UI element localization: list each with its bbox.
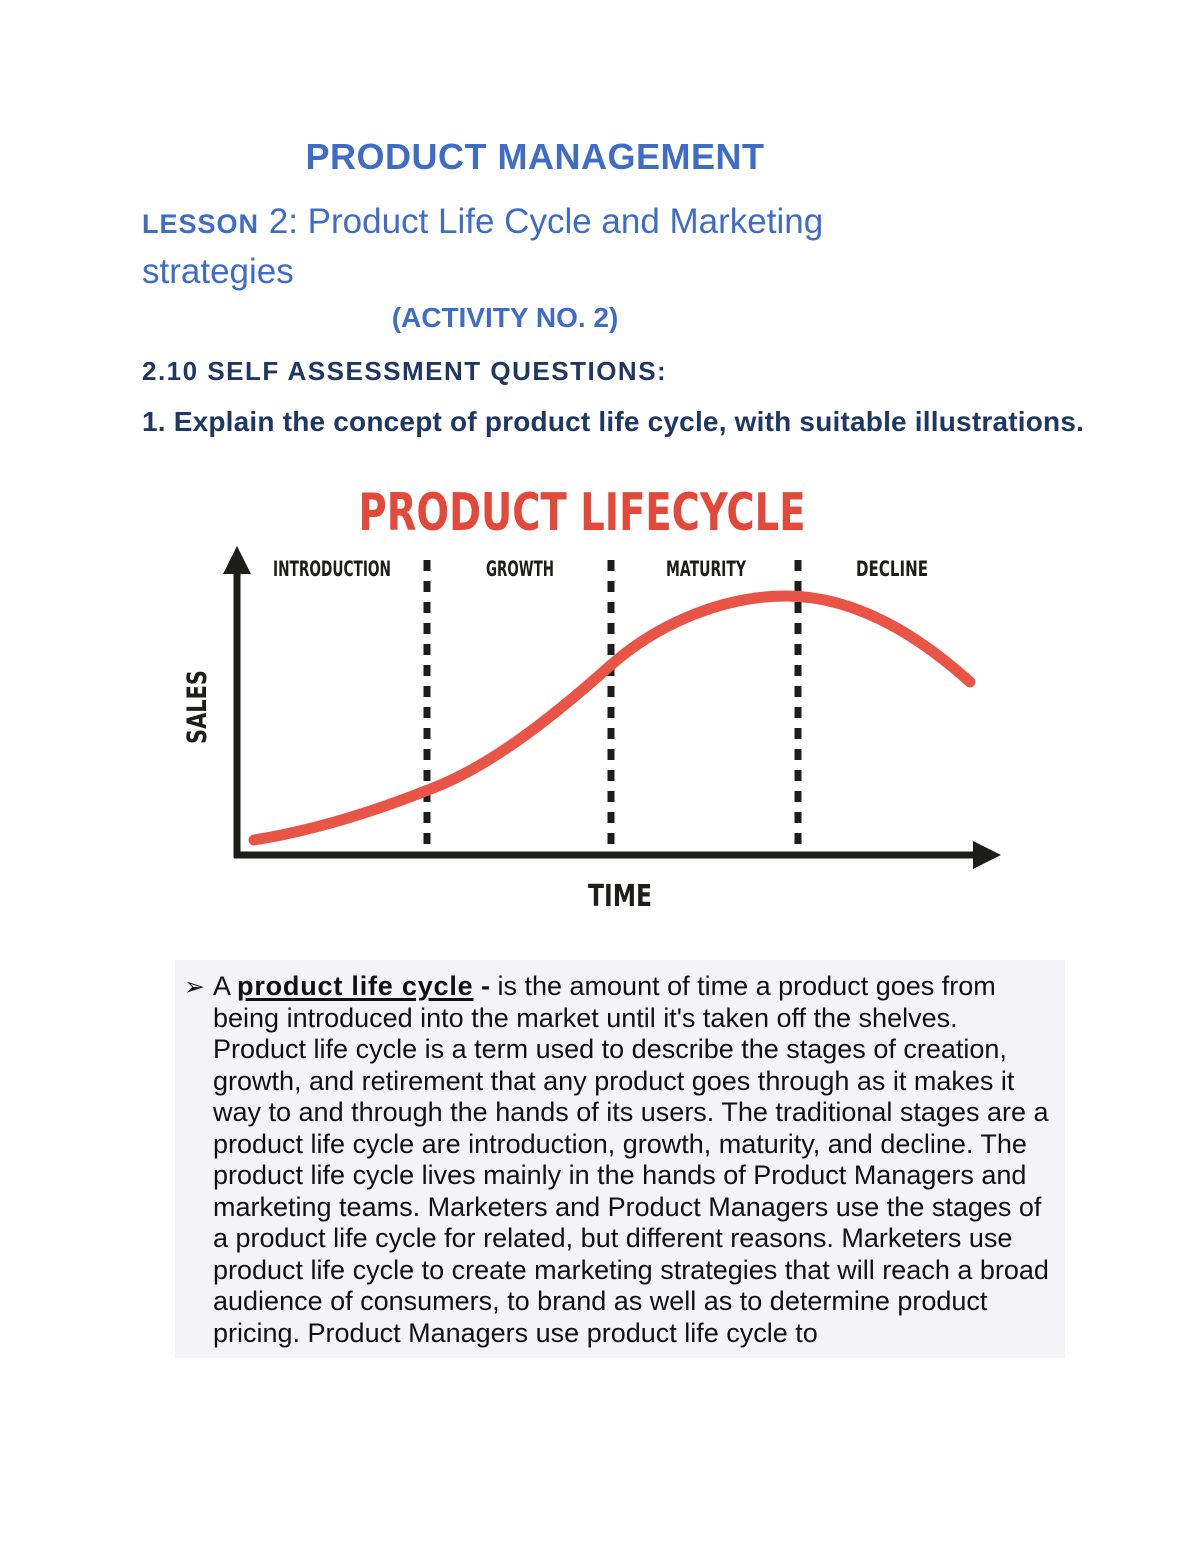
question-text: 1. Explain the concept of product life c…	[142, 406, 1085, 437]
note-text: A product life cycle - is the amount of …	[213, 971, 1055, 1349]
lifecycle-figure: PRODUCT LIFECYCLE INTRODUCTION GROWTH MA…	[180, 472, 1020, 917]
activity-heading: (ACTIVITY NO. 2)	[391, 302, 619, 333]
arrow-bullet-icon: ➢	[184, 972, 205, 1001]
lesson-heading: LESSON 2: Product Life Cycle and Marketi…	[142, 198, 922, 296]
document-title: PRODUCT MANAGEMENT	[305, 136, 765, 177]
lifecycle-chart: PRODUCT LIFECYCLE INTRODUCTION GROWTH MA…	[182, 483, 1001, 914]
note-intro: A	[213, 971, 238, 1001]
phase-label-decline: DECLINE	[856, 557, 928, 581]
y-axis-label: SALES	[182, 670, 213, 744]
x-axis-label: TIME	[588, 879, 652, 914]
lesson-label: LESSON	[142, 209, 260, 239]
phase-label-introduction: INTRODUCTION	[273, 557, 391, 581]
note-body: is the amount of time a product goes fro…	[213, 971, 1049, 1348]
phase-label-growth: GROWTH	[486, 557, 554, 581]
lesson-title: 2: Product Life Cycle and Marketing stra…	[142, 202, 824, 291]
chart-title: PRODUCT LIFECYCLE	[359, 483, 806, 543]
phase-label-maturity: MATURITY	[666, 557, 747, 581]
note-term: product life cycle	[237, 971, 474, 1001]
sales-curve	[248, 590, 976, 846]
y-axis-arrow	[223, 546, 251, 574]
note-block: ➢ A product life cycle - is the amount o…	[175, 960, 1065, 1358]
section-heading: 2.10 SELF ASSESSMENT QUESTIONS:	[142, 356, 668, 386]
note-dash: -	[473, 971, 498, 1001]
x-axis-arrow	[973, 841, 1001, 869]
